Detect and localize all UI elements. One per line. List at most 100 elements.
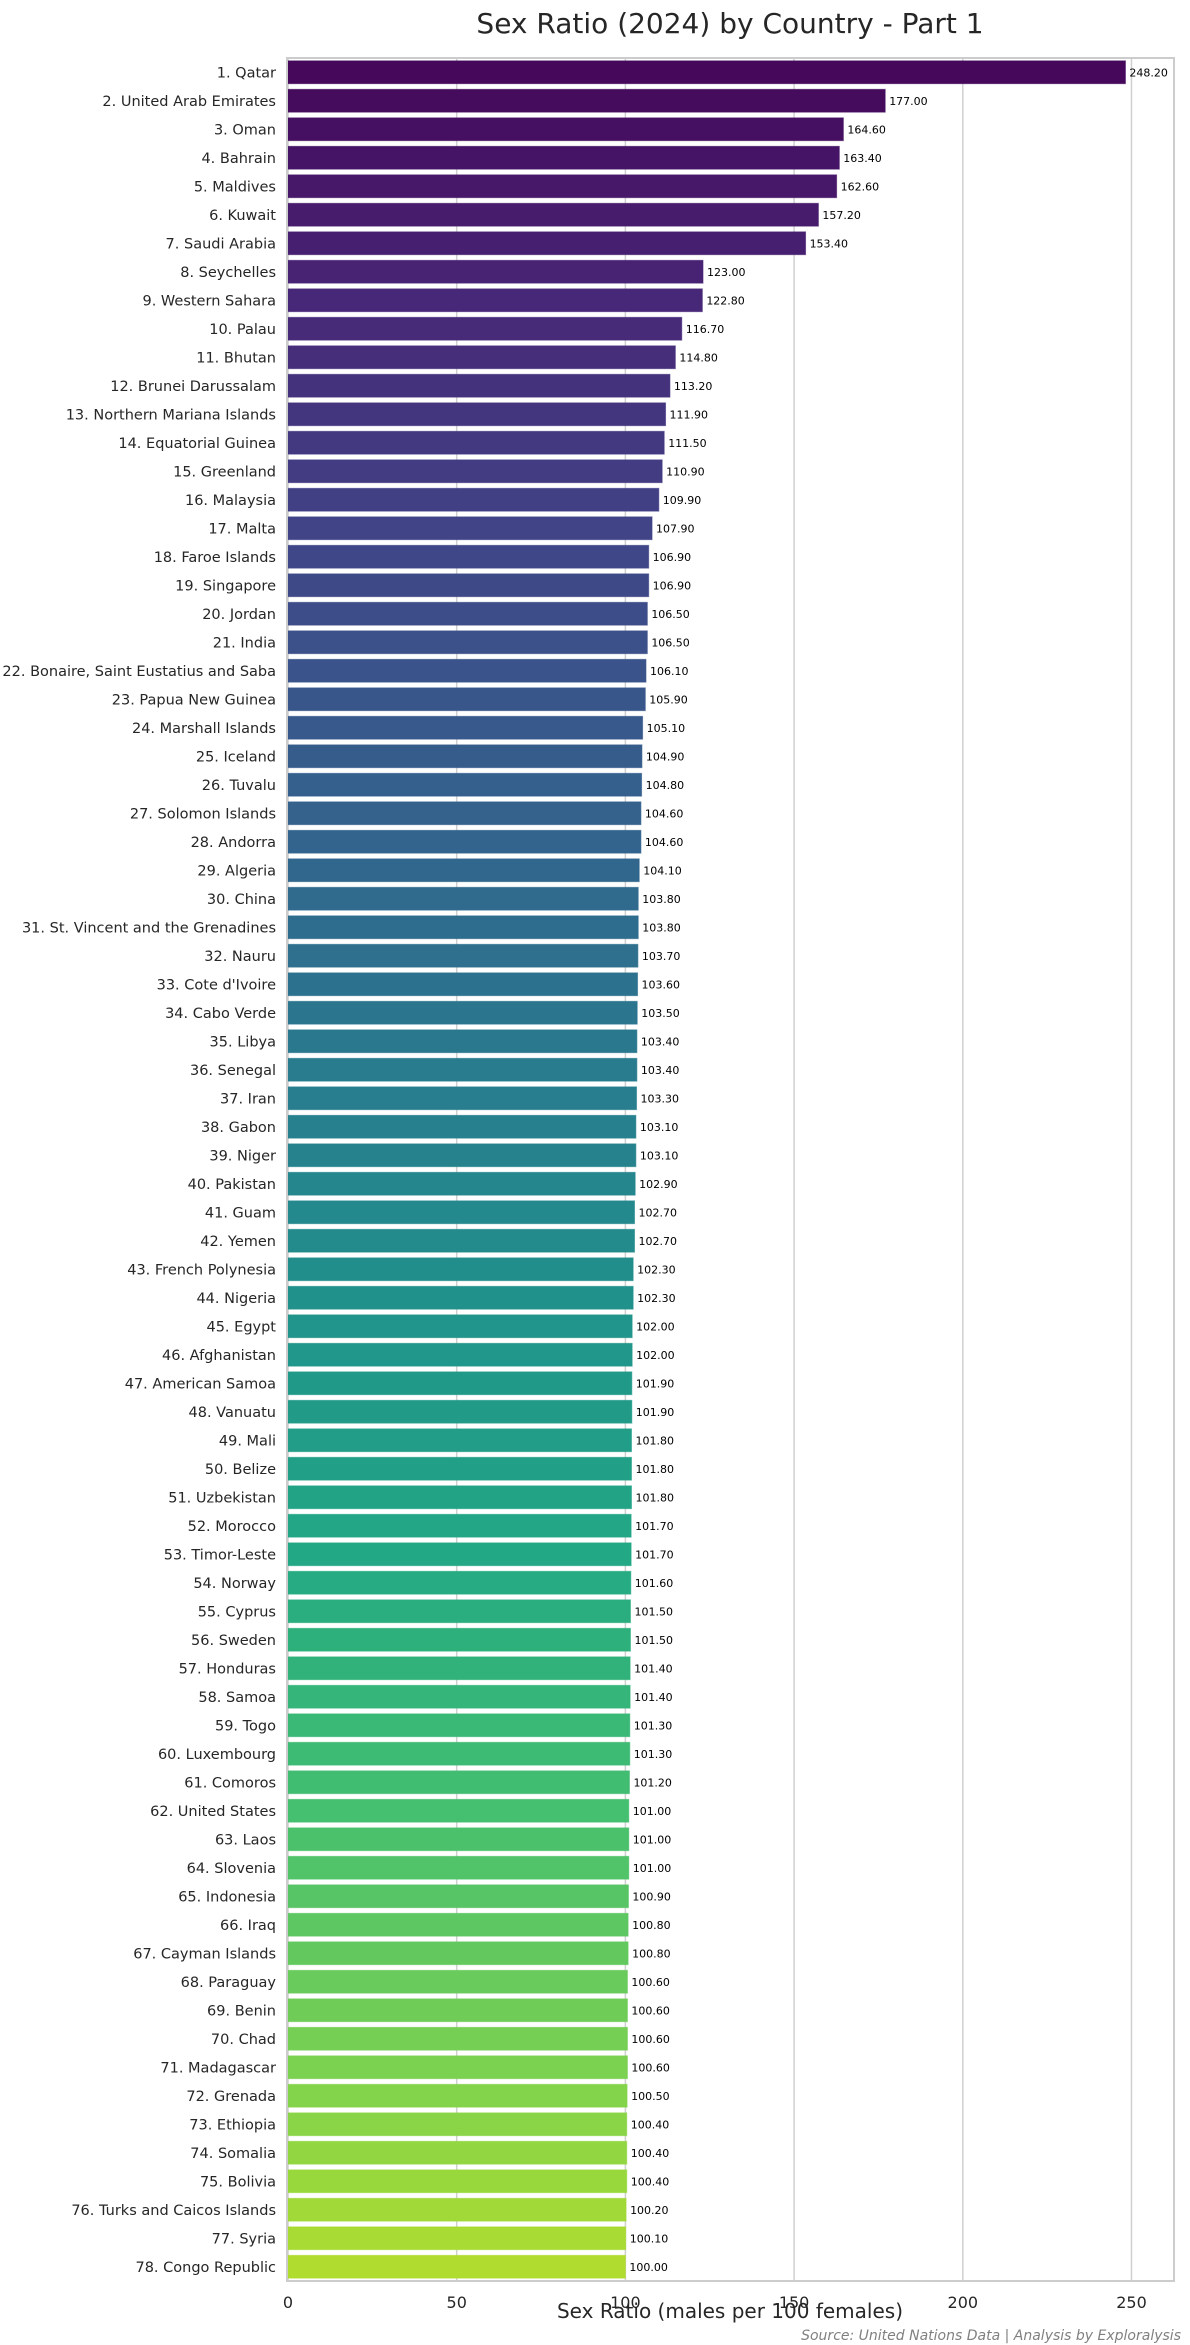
bar <box>287 174 838 199</box>
value-label: 101.60 <box>635 1577 674 1590</box>
y-tick-label: 26. Tuvalu <box>202 778 276 794</box>
y-tick-label: 24. Marshall Islands <box>132 721 276 737</box>
value-label: 114.80 <box>679 351 718 364</box>
bar <box>287 1656 631 1681</box>
y-tick-label: 22. Bonaire, Saint Eustatius and Saba <box>2 664 276 680</box>
bar <box>287 2140 628 2165</box>
y-tick-label: 70. Chad <box>211 2032 276 2048</box>
bar <box>287 2026 628 2051</box>
y-tick-label: 59. Togo <box>215 1718 276 1734</box>
bar <box>287 2197 627 2222</box>
value-label: 153.40 <box>810 237 849 250</box>
bar <box>287 715 644 740</box>
value-label: 103.50 <box>641 1007 680 1020</box>
y-tick-label: 11. Bhutan <box>196 350 276 366</box>
bar <box>287 886 639 911</box>
value-label: 162.60 <box>841 180 880 193</box>
value-label: 163.40 <box>843 152 882 165</box>
y-tick-label: 28. Andorra <box>191 835 276 851</box>
y-tick-label: 44. Nigeria <box>196 1291 276 1307</box>
bar <box>287 1798 630 1823</box>
value-label: 100.40 <box>631 2147 670 2160</box>
y-tick-label: 33. Cote d'Ivoire <box>157 977 276 993</box>
y-tick-label: 7. Saudi Arabia <box>166 236 276 252</box>
y-tick-label: 46. Afghanistan <box>162 1348 276 1364</box>
x-tick-label: 150 <box>779 2293 810 2312</box>
y-tick-label: 29. Algeria <box>197 863 276 879</box>
value-label: 111.90 <box>670 408 709 421</box>
y-tick-label: 53. Timor-Leste <box>164 1547 276 1563</box>
chart-title: Sex Ratio (2024) by Country - Part 1 <box>476 7 983 40</box>
y-tick-label: 68. Paraguay <box>181 1975 277 1991</box>
bar <box>287 2254 626 2279</box>
y-tick-label: 37. Iran <box>220 1091 276 1107</box>
value-label: 100.40 <box>631 2175 670 2188</box>
value-label: 101.80 <box>635 1434 674 1447</box>
bar <box>287 1513 632 1538</box>
value-label: 101.90 <box>636 1377 675 1390</box>
value-label: 177.00 <box>889 95 928 108</box>
bar <box>287 1884 629 1909</box>
y-tick-label: 19. Singapore <box>175 578 276 594</box>
bar <box>287 2169 628 2194</box>
value-label: 101.50 <box>634 1605 673 1618</box>
bar <box>287 1114 637 1139</box>
x-tick-label: 50 <box>447 2293 467 2312</box>
value-label: 106.90 <box>653 579 692 592</box>
bar <box>287 1941 629 1966</box>
value-label: 122.80 <box>706 294 745 307</box>
value-label: 103.30 <box>641 1092 680 1105</box>
y-tick-label: 23. Papua New Guinea <box>112 692 276 708</box>
bar <box>287 1143 637 1168</box>
bar <box>287 972 639 997</box>
value-label: 105.90 <box>649 693 688 706</box>
bar <box>287 345 676 370</box>
y-tick-label: 34. Cabo Verde <box>165 1006 276 1022</box>
y-tick-label: 78. Congo Republic <box>135 2260 276 2276</box>
bar <box>287 259 704 284</box>
bar <box>287 1599 631 1624</box>
value-label: 100.40 <box>631 2118 670 2131</box>
y-tick-label: 56. Sweden <box>191 1633 276 1649</box>
value-label: 101.00 <box>633 1805 672 1818</box>
y-tick-label: 27. Solomon Islands <box>130 806 276 822</box>
y-tick-labels: 1. Qatar 2. United Arab Emirates 3. Oman 4.… <box>2 65 276 2276</box>
value-label: 113.20 <box>674 380 713 393</box>
value-label: 102.00 <box>636 1320 675 1333</box>
bar <box>287 60 1126 85</box>
y-tick-label: 47. American Samoa <box>125 1376 276 1392</box>
bar <box>287 1086 638 1111</box>
y-tick-label: 50. Belize <box>205 1462 276 1478</box>
value-label: 157.20 <box>822 209 861 222</box>
x-tick-label: 0 <box>283 2293 293 2312</box>
value-label: 101.40 <box>634 1662 673 1675</box>
y-tick-label: 41. Guam <box>205 1205 276 1221</box>
y-tick-label: 73. Ethiopia <box>189 2117 276 2133</box>
value-label: 101.30 <box>634 1748 673 1761</box>
y-tick-label: 5. Maldives <box>194 179 276 195</box>
bar <box>287 1171 636 1196</box>
bar <box>287 573 650 598</box>
bar <box>287 1627 631 1652</box>
value-label: 101.70 <box>635 1520 674 1533</box>
y-tick-label: 6. Kuwait <box>209 208 276 224</box>
value-label: 100.60 <box>631 2004 670 2017</box>
value-label: 106.50 <box>651 636 690 649</box>
value-label: 100.20 <box>630 2204 669 2217</box>
y-tick-label: 30. China <box>207 892 276 908</box>
bar <box>287 1342 633 1367</box>
y-tick-label: 25. Iceland <box>196 749 276 765</box>
bar <box>287 2226 627 2251</box>
value-label: 100.60 <box>631 1976 670 1989</box>
value-label: 103.80 <box>642 893 681 906</box>
value-label: 106.10 <box>650 665 689 678</box>
value-label: 116.70 <box>686 323 725 336</box>
value-label: 104.10 <box>643 864 682 877</box>
value-label: 101.80 <box>635 1463 674 1476</box>
value-label: 106.90 <box>653 551 692 564</box>
bar <box>287 1029 638 1054</box>
x-tick-label: 100 <box>610 2293 641 2312</box>
source-note: Source: United Nations Data | Analysis b… <box>801 2328 1181 2344</box>
y-tick-label: 45. Egypt <box>206 1319 276 1335</box>
